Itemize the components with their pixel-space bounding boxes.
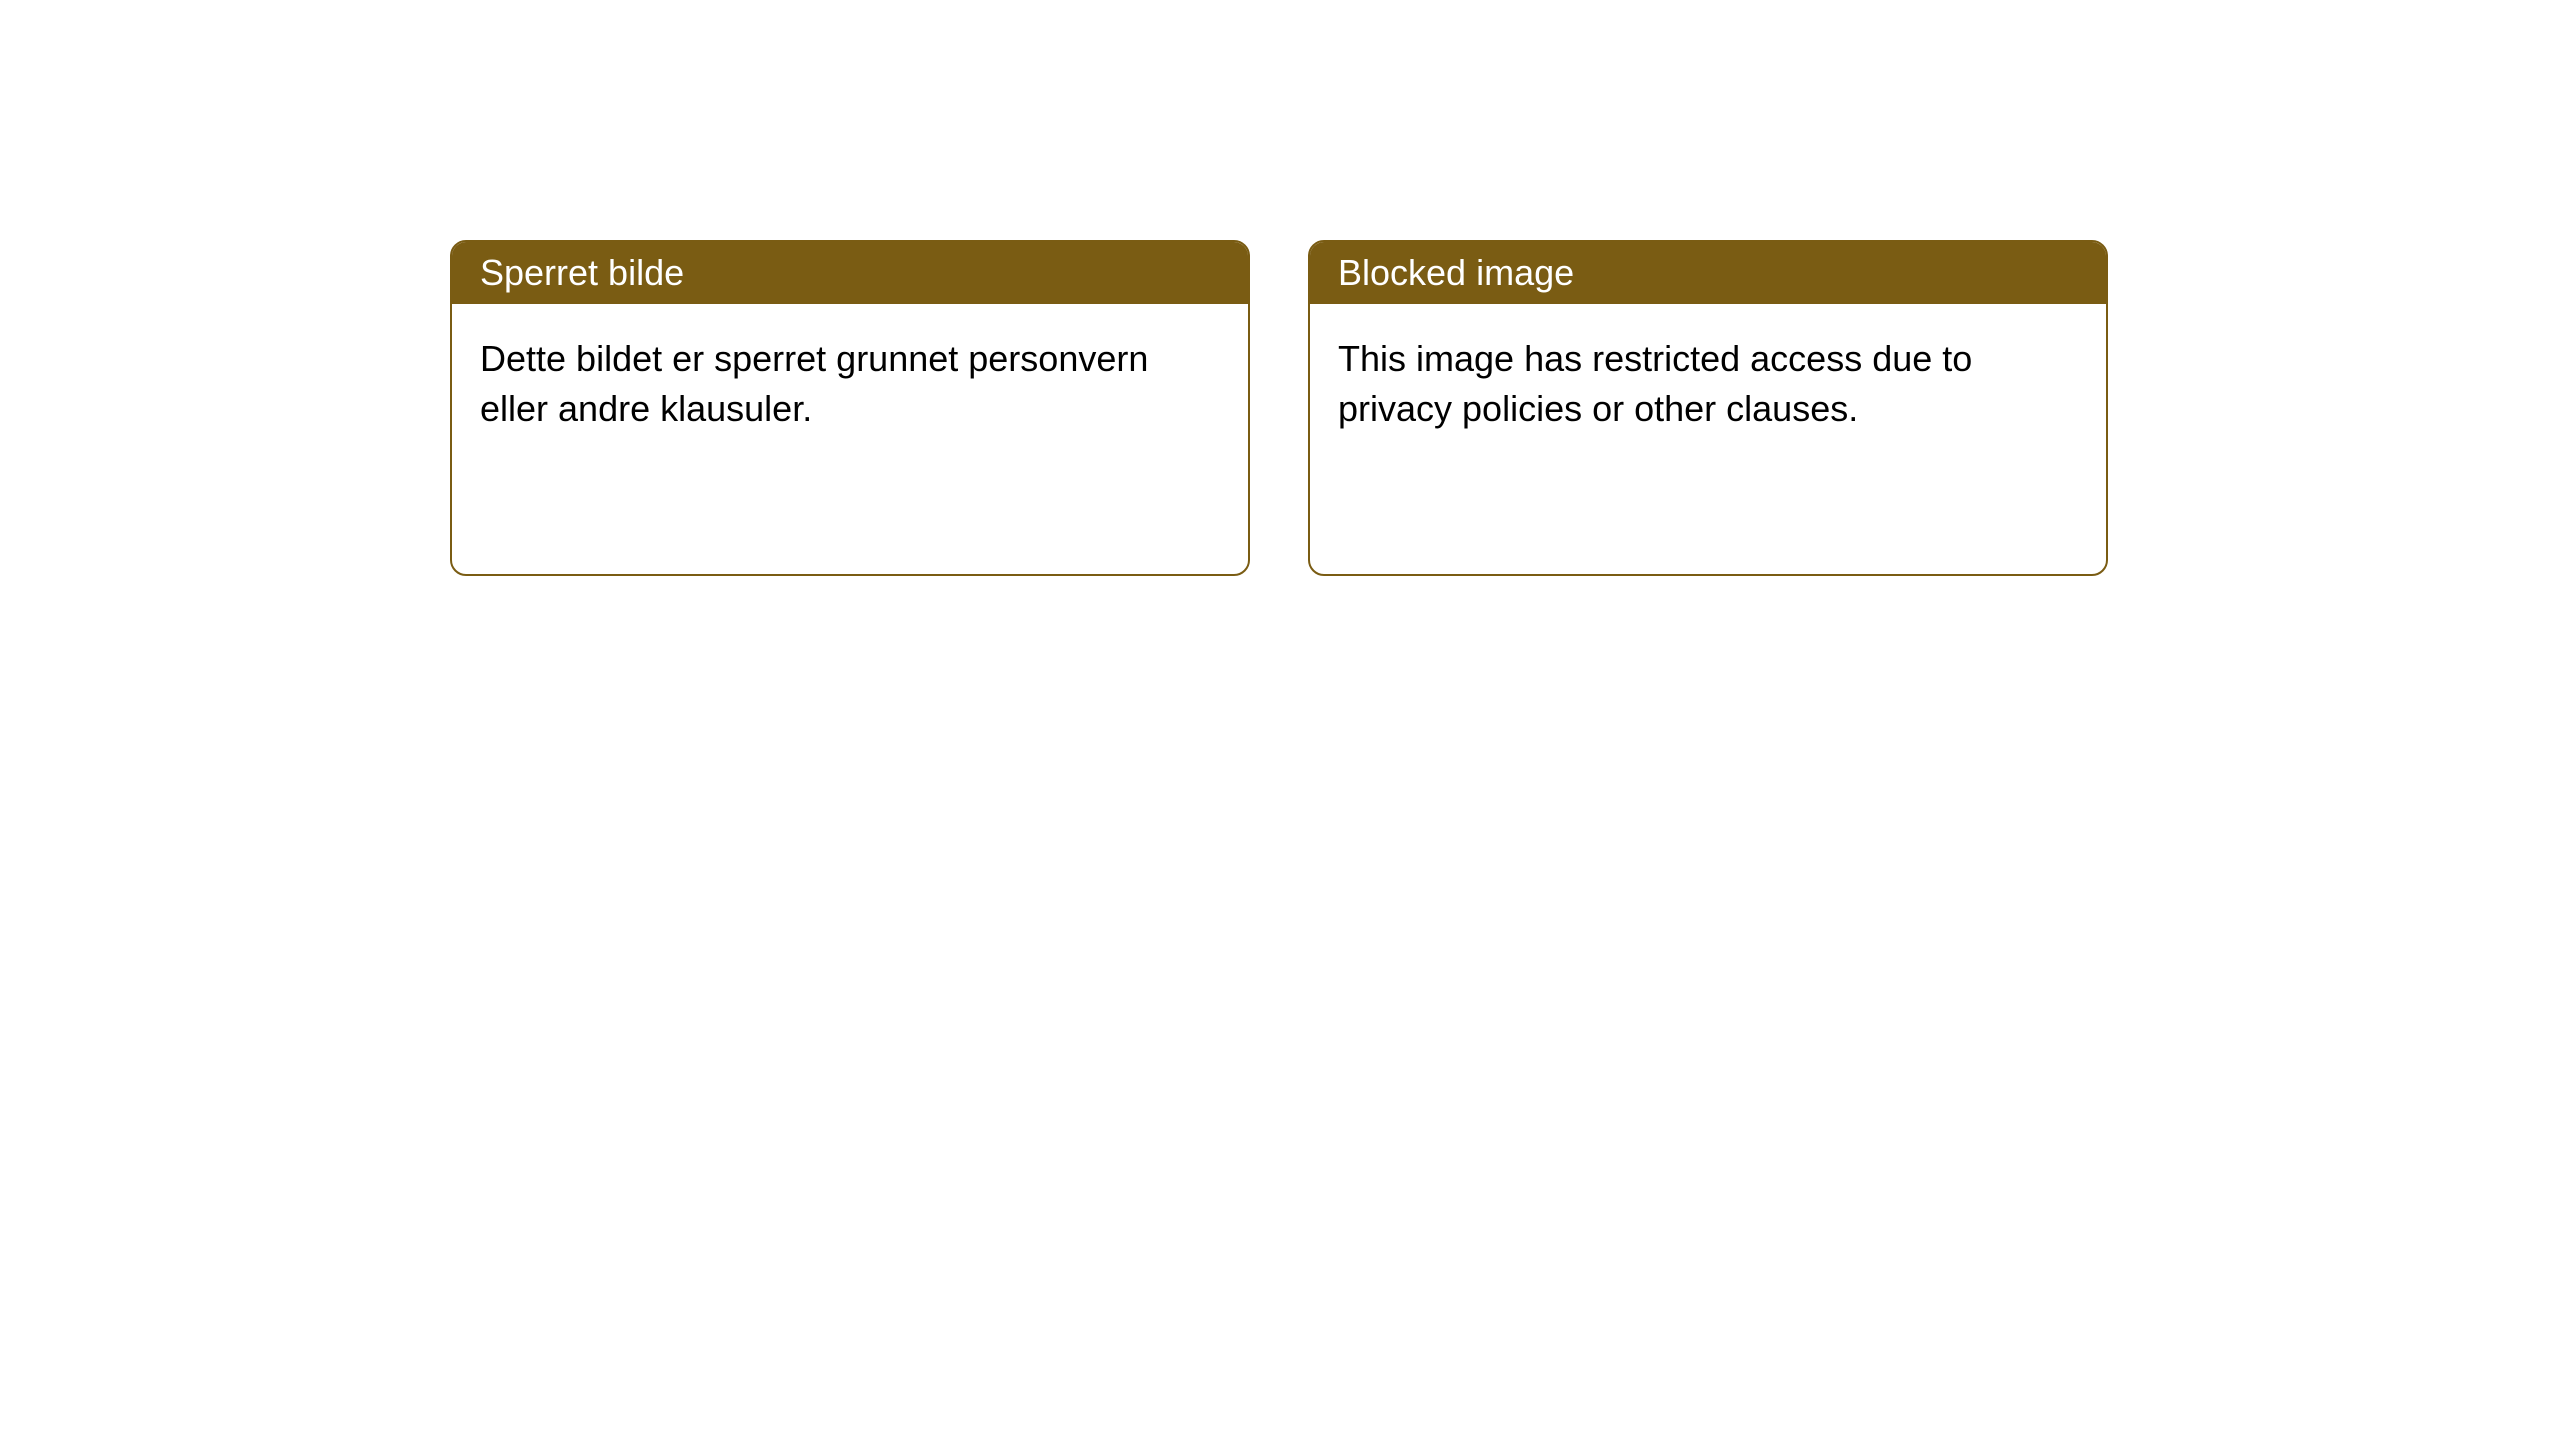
card-header: Blocked image bbox=[1310, 242, 2106, 304]
card-title: Sperret bilde bbox=[480, 252, 684, 293]
notice-cards-container: Sperret bilde Dette bildet er sperret gr… bbox=[450, 240, 2108, 576]
card-body-text: Dette bildet er sperret grunnet personve… bbox=[480, 338, 1148, 429]
card-body-text: This image has restricted access due to … bbox=[1338, 338, 1972, 429]
notice-card-english: Blocked image This image has restricted … bbox=[1308, 240, 2108, 576]
card-body: This image has restricted access due to … bbox=[1310, 304, 2106, 574]
card-header: Sperret bilde bbox=[452, 242, 1248, 304]
card-body: Dette bildet er sperret grunnet personve… bbox=[452, 304, 1248, 574]
card-title: Blocked image bbox=[1338, 252, 1574, 293]
notice-card-norwegian: Sperret bilde Dette bildet er sperret gr… bbox=[450, 240, 1250, 576]
